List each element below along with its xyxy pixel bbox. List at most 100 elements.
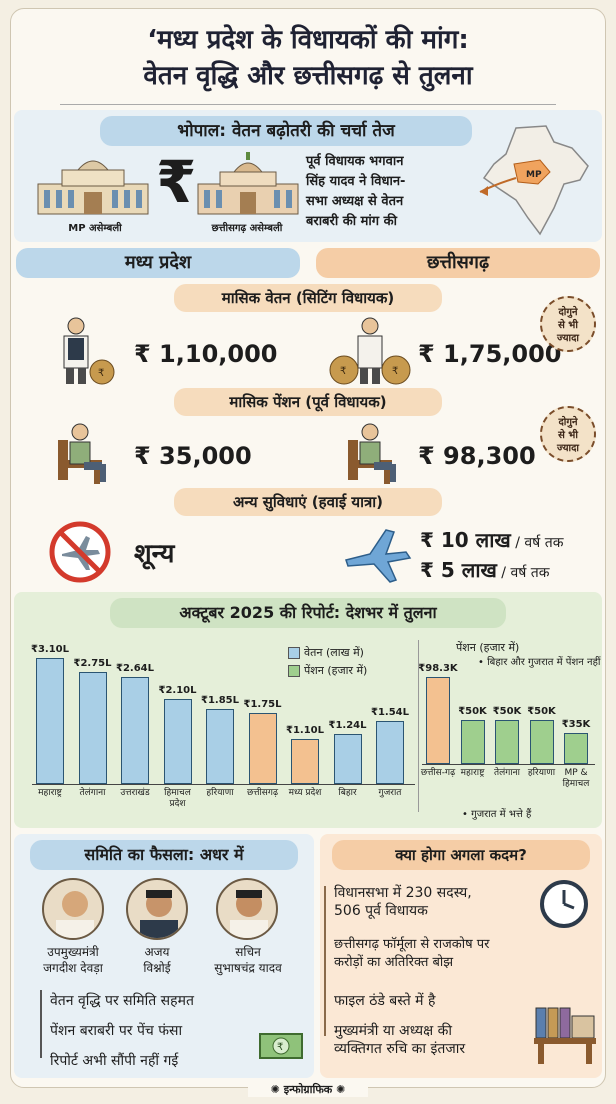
cg-assembly-building-icon	[197, 152, 299, 215]
x-tick-label: छत्तीस-गढ़	[420, 768, 456, 778]
bar-value-label: ₹50K	[492, 706, 522, 717]
no-flight-icon	[49, 521, 111, 583]
elderly-chair-icon-2	[348, 423, 396, 484]
bar-4	[564, 733, 588, 764]
x-tick-label: MP & हिमाचल	[562, 768, 590, 789]
files-shelf-icon	[534, 1007, 596, 1064]
facilities-heading: अन्य सुविधाएं (हवाई यात्रा)	[174, 488, 442, 516]
bar-value-label: ₹1.75L	[243, 698, 282, 710]
map-mp-label: MP	[526, 170, 542, 180]
cg-pension-value: ₹ 98,300	[418, 442, 536, 470]
next-point: फाइल ठंडे बस्ते में है	[334, 993, 436, 1009]
bar-2	[495, 720, 519, 764]
person-3-name: सचिन सुभाषचंद्र यादव	[214, 945, 282, 975]
svg-text:₹: ₹	[98, 368, 104, 379]
clock-icon	[540, 880, 588, 928]
title-divider	[60, 104, 556, 105]
mp-assembly-building-icon	[37, 160, 149, 215]
double-stamp-salary: दोगुने से भी ज्यादा	[540, 296, 596, 352]
cg-assembly-label: छत्तीसगढ़ असेम्बली	[211, 223, 283, 234]
page-title: ‘मध्य प्रदेश के विधायकों की मांग: वेतन व…	[20, 22, 596, 94]
gujarat-note: • गुजरात में भत्ते हैं	[462, 809, 532, 820]
legislator-moneybag-icon: ₹	[63, 317, 115, 385]
chart-divider	[418, 640, 419, 812]
bar-value-label: ₹1.85L	[200, 694, 239, 706]
svg-text:₹: ₹	[340, 366, 346, 377]
bar-7	[333, 733, 362, 784]
x-tick-label: तेलंगाना	[494, 768, 520, 778]
bar-1	[460, 720, 485, 764]
bar-value-label: ₹1.54L	[370, 707, 409, 719]
svg-text:₹: ₹	[392, 366, 398, 377]
mp-assembly-label: MP असेम्बली	[68, 223, 122, 234]
bar-value-label: ₹50K	[458, 706, 487, 717]
x-tick-label: हरियाणा	[206, 788, 234, 798]
bar-1	[78, 672, 107, 784]
bar-value-label: ₹98.3K	[418, 663, 458, 675]
legend-pension: पेंशन (हजार में)	[288, 662, 367, 680]
x-tick-label: मध्य प्रदेश	[288, 788, 322, 798]
legislator-two-moneybags-icon: ₹ ₹	[329, 317, 411, 385]
next-point: छत्तीसगढ़ फॉर्मूला से राजकोष पर करोड़ों क…	[334, 937, 490, 970]
x-tick-label: हिमाचल प्रदेश	[164, 788, 191, 809]
svg-text:₹: ₹	[277, 1042, 283, 1053]
bar-3	[529, 720, 554, 764]
mp-facility-value: शून्य	[134, 539, 175, 569]
mp-pension-value: ₹ 35,000	[134, 442, 252, 470]
x-tick-label: बिहार	[338, 788, 357, 798]
x-tick-label: हरियाणा	[527, 768, 556, 778]
bar-value-label: ₹2.75L	[73, 658, 112, 670]
chart-legend: वेतन (लाख में) पेंशन (हजार में)	[288, 644, 367, 680]
elderly-chair-icon	[58, 423, 106, 484]
next-steps-connector	[324, 886, 326, 1036]
mp-column-heading: मध्य प्रदेश	[16, 248, 300, 278]
x-axis	[422, 764, 595, 765]
bhopal-heading: भोपाल: वेतन बढ़ोतरी की चर्चा तेज	[100, 116, 472, 146]
pension-heading: मासिक पेंशन (पूर्व विधायक)	[174, 388, 442, 416]
cg-facility-line-1: ₹ 10 लाख / वर्ष तक	[420, 528, 564, 552]
bhopal-note: पूर्व विधायक भगवान सिंह यादव ने विधान- स…	[306, 154, 406, 229]
india-map-icon: MP	[479, 125, 589, 236]
avatar	[126, 878, 188, 940]
bar-value-label: ₹1.10L	[285, 725, 324, 737]
airplane-icon	[345, 529, 412, 583]
next-point: मुख्यमंत्री या अध्यक्ष की व्यक्तिगत रुचि …	[334, 1023, 466, 1057]
bar-value-label: ₹50K	[527, 706, 556, 717]
next-steps-heading: क्या होगा अगला कदम?	[332, 840, 590, 870]
bar-6	[291, 739, 319, 784]
committee-point: रिपोर्ट अभी सौंपी नहीं गई	[50, 1053, 179, 1069]
person-1-name: उपमुख्यमंत्री जगदीश देवड़ा	[43, 945, 103, 975]
x-tick-label: महाराष्ट्र	[38, 788, 62, 798]
x-axis	[32, 784, 415, 785]
cg-column-heading: छत्तीसगढ़	[316, 248, 600, 278]
bar-value-label: ₹1.24L	[328, 719, 367, 731]
bar-value-label: ₹2.10L	[158, 684, 197, 696]
bar-value-label: ₹35K	[561, 719, 591, 731]
title-line-1: ‘मध्य प्रदेश के विधायकों की मांग:	[147, 25, 469, 55]
report-heading: अक्टूबर 2025 की रिपोर्ट: देशभर में तुलना	[110, 598, 506, 628]
title-line-2: वेतन वृद्धि और छत्तीसगढ़ से तुलना	[143, 61, 473, 91]
next-point: विधानसभा में 230 सदस्य, 506 पूर्व विधायक	[334, 885, 472, 919]
bar-value-label: ₹3.10L	[30, 644, 69, 656]
bar-3	[163, 698, 192, 784]
x-tick-label: छत्तीसगढ़	[246, 788, 279, 798]
cg-salary-value: ₹ 1,75,000	[418, 340, 562, 368]
cg-facility-line-2: ₹ 5 लाख / वर्ष तक	[420, 558, 550, 582]
report-section	[14, 592, 602, 828]
person-2-name: अजय विश्नोई	[143, 945, 171, 975]
bar-2	[121, 676, 149, 784]
committee-point: पेंशन बराबरी पर पेंच फंसा	[50, 1023, 183, 1039]
x-tick-label: उत्तराखंड	[120, 788, 150, 798]
x-tick-label: महाराष्ट्र	[460, 768, 485, 778]
salary-heading: मासिक वेतन (सिटिंग विधायक)	[174, 284, 442, 312]
cash-icon: ₹	[259, 1033, 303, 1059]
x-tick-label: तेलंगाना	[79, 788, 106, 798]
bar-5	[248, 712, 277, 784]
bar-4	[206, 708, 234, 784]
bar-0	[426, 677, 450, 764]
avatar	[216, 878, 278, 940]
mp-salary-value: ₹ 1,10,000	[134, 340, 278, 368]
avatar	[42, 878, 104, 940]
committee-connector	[40, 990, 42, 1058]
pension-chart-title: पेंशन (हजार में)	[456, 641, 520, 654]
